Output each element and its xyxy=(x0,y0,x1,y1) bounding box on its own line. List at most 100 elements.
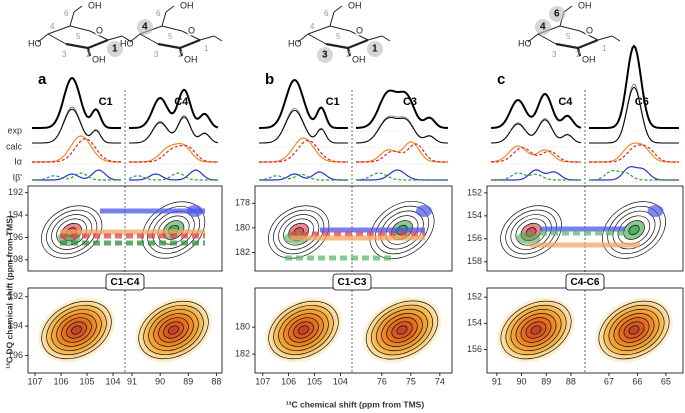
atom-number: 6 xyxy=(64,9,69,18)
bond xyxy=(65,42,89,50)
spectrum-calc xyxy=(259,109,348,144)
spectrum-ia xyxy=(356,141,448,163)
bond xyxy=(87,38,109,50)
spectrum-ia xyxy=(589,144,679,163)
contour xyxy=(138,300,209,360)
spectrum-ib xyxy=(589,169,679,181)
y-tick-label: 182 xyxy=(235,247,250,257)
contour xyxy=(293,321,314,339)
row-label: calc xyxy=(6,141,23,151)
bond xyxy=(611,35,621,42)
row-label: exp xyxy=(7,125,22,135)
x-tick-label: 104 xyxy=(106,376,121,386)
contour xyxy=(163,321,184,339)
x-axis-label: ¹³C chemical shift (ppm from TMS) xyxy=(286,399,425,409)
spectrum-exp xyxy=(32,76,121,129)
pair-box xyxy=(565,273,605,291)
spectrum-ib xyxy=(128,172,218,181)
contour xyxy=(623,321,645,339)
atom-label: HO xyxy=(28,38,42,48)
peak-label: C1 xyxy=(326,96,340,108)
bond xyxy=(597,35,613,41)
atom-label: OH xyxy=(180,0,194,10)
atom-number: 2 xyxy=(86,50,91,59)
spectrum-calc xyxy=(589,83,679,144)
x-tick-label: 66 xyxy=(632,376,642,386)
contour xyxy=(628,224,640,236)
atom-label: O xyxy=(96,25,103,35)
highlight xyxy=(367,41,383,57)
bond xyxy=(307,25,331,35)
contour xyxy=(153,313,194,347)
contour xyxy=(608,309,660,351)
y-axis-label: ¹³C DQ chemical shift (ppm from TMS) xyxy=(4,215,14,369)
density xyxy=(37,297,116,363)
atom-number: 6 xyxy=(324,9,329,18)
x-tick-label: 65 xyxy=(661,376,671,386)
atom-number: 2 xyxy=(178,50,183,59)
contour xyxy=(396,325,408,335)
x-tick-label: 91 xyxy=(127,376,137,386)
x-tick-label: 105 xyxy=(80,376,95,386)
bond xyxy=(161,25,183,32)
spectrum-ib xyxy=(355,172,448,181)
y-tick-label: 198 xyxy=(8,254,23,264)
bond xyxy=(165,5,175,13)
contour xyxy=(278,214,320,250)
panel-letter: c xyxy=(497,71,505,88)
atom-label: OH xyxy=(578,0,592,10)
y-tick-label: 158 xyxy=(467,256,482,266)
peak-label: C1 xyxy=(99,96,113,108)
contour xyxy=(51,214,93,250)
bond xyxy=(121,35,131,42)
bond xyxy=(563,5,573,13)
y-tick-label: 192 xyxy=(8,291,23,301)
contour xyxy=(530,325,542,335)
density xyxy=(264,297,343,363)
bond xyxy=(107,35,123,41)
bond xyxy=(161,11,167,27)
bond xyxy=(179,38,201,50)
bond xyxy=(129,33,141,43)
o-bg xyxy=(584,26,594,36)
bond xyxy=(297,33,309,43)
contour xyxy=(143,305,204,355)
bond xyxy=(346,47,352,57)
blob xyxy=(516,232,541,244)
spectrum-calc xyxy=(589,86,679,144)
y-tick-label: 182 xyxy=(235,348,250,358)
plot-frame xyxy=(254,185,453,272)
atom-number: 6 xyxy=(554,9,560,20)
spectrum-ia xyxy=(32,137,122,163)
atom-label: O xyxy=(356,25,363,35)
density xyxy=(134,297,213,363)
x-tick-label: 107 xyxy=(28,376,43,386)
x-tick-label: 74 xyxy=(435,376,445,386)
o-bg xyxy=(94,26,104,36)
spectrum-exp xyxy=(129,88,219,129)
contour xyxy=(525,321,547,339)
y-tick-label: 194 xyxy=(8,209,23,219)
x-tick-label: 76 xyxy=(377,376,387,386)
highlight xyxy=(535,19,551,35)
y-tick-label: 152 xyxy=(467,292,482,302)
contour xyxy=(381,313,423,347)
contour xyxy=(376,308,428,352)
bond xyxy=(537,33,557,45)
y-tick-label: 154 xyxy=(467,210,482,220)
panel-letter: b xyxy=(265,71,274,88)
spectrum-ia xyxy=(356,143,448,163)
panel-letter: a xyxy=(38,71,47,88)
x-tick-label: 107 xyxy=(255,376,270,386)
bond xyxy=(37,33,49,43)
x-tick-label: 89 xyxy=(183,376,193,386)
contour xyxy=(168,325,179,335)
spectrum-ib xyxy=(129,169,218,181)
y-tick-label: 156 xyxy=(467,344,482,354)
density xyxy=(595,297,673,363)
contour xyxy=(71,325,82,335)
contour xyxy=(41,205,103,259)
spectrum-calc xyxy=(32,108,121,144)
y-tick-label: 196 xyxy=(8,232,23,242)
contour xyxy=(628,325,640,335)
